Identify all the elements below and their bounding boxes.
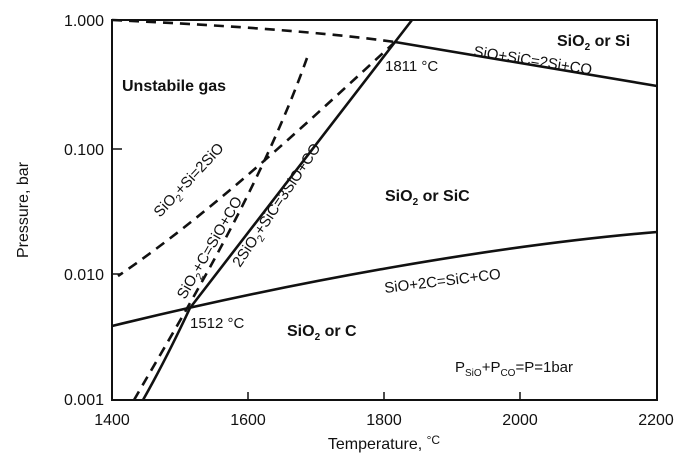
y-tick-0.1: 0.100: [64, 142, 104, 159]
x-tick-2000: 2000: [502, 412, 538, 429]
region-sio2-or-si: SiO2 or Si: [557, 33, 630, 53]
y-axis-label: Pressure, bar: [15, 161, 32, 258]
solid-boundaries: [111, 19, 658, 401]
point-1811: 1811 °C: [385, 58, 438, 75]
line-sio-sic-si-solid: [394, 40, 658, 88]
region-sio2-or-sic: SiO2 or SiC: [385, 188, 470, 208]
reaction-2sio2-sic: 2SiO2+SiC=3SiO+CO: [229, 140, 327, 272]
y-tick-1: 1.000: [64, 13, 104, 30]
reaction-sio2-si: SiO2+Si=2SiO: [150, 140, 229, 223]
line-steep-dashed: [117, 41, 396, 278]
x-tick-1800: 1800: [366, 412, 402, 429]
point-1512: 1512 °C: [190, 315, 245, 332]
line-top-dashed: [111, 18, 396, 44]
region-sio2-or-c: SiO2 or C: [287, 323, 357, 343]
plot-frame: [111, 19, 658, 401]
x-tick-1600: 1600: [230, 412, 266, 429]
line-sio-2c-solid: [111, 230, 658, 328]
reaction-sio-2c: SiO+2C=SiC+CO: [383, 266, 501, 297]
x-axis-label: Temperature, °C: [328, 433, 441, 453]
dashed-boundaries: [111, 18, 396, 401]
y-tick-0.01: 0.010: [64, 267, 104, 284]
region-unstable-gas: Unstabile gas: [122, 78, 226, 95]
x-tick-2200: 2200: [638, 412, 674, 429]
y-axis-ticks: [112, 148, 122, 275]
x-tick-1400: 1400: [94, 412, 130, 429]
y-tick-0.001: 0.001: [64, 392, 104, 409]
pressure-note: PSiO+PCO=P=1bar: [455, 359, 573, 379]
line-sio2-c-dashed: [132, 57, 309, 401]
x-axis-ticks: [247, 392, 521, 400]
